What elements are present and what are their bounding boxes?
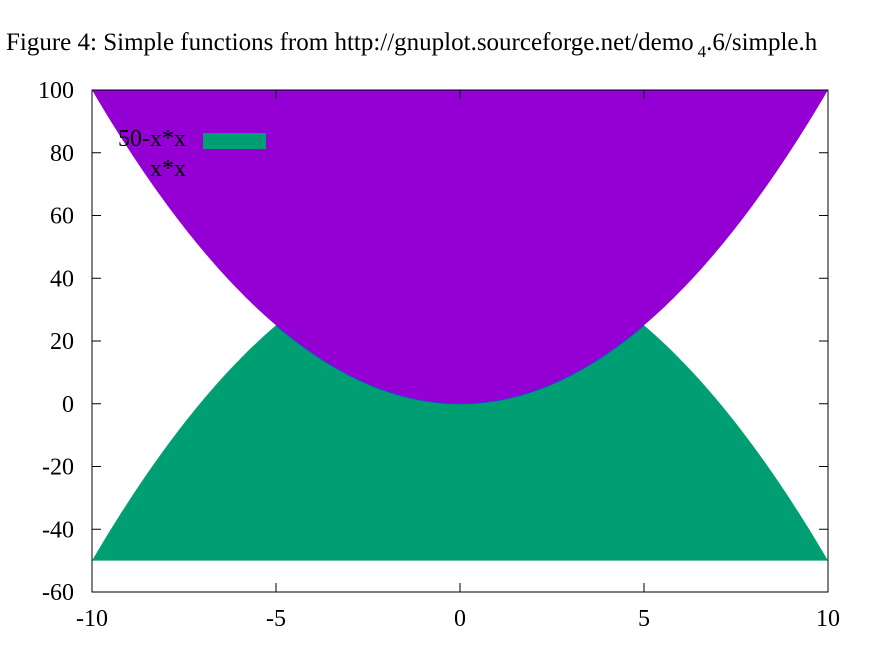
series-area-1: [92, 90, 828, 404]
legend-label: x*x: [150, 156, 186, 182]
series-line-x-squared: [275, 324, 645, 405]
y-tick-label: -60: [42, 580, 74, 606]
y-tick-label: 20: [50, 329, 74, 355]
x-tick-label: 0: [454, 606, 466, 632]
y-tick-label: 40: [50, 266, 74, 292]
y-tick-label: 0: [62, 392, 74, 418]
y-tick-label: 80: [50, 141, 74, 167]
y-tick-label: -40: [42, 517, 74, 543]
chart-title-main: Figure 4: Simple functions from http://g…: [6, 29, 694, 56]
x-tick-label: 10: [816, 606, 840, 632]
legend-label: 50-x*x: [118, 126, 186, 152]
chart-title-subscript: 4: [698, 42, 707, 61]
axes-layer: -10 -5 0 5 10 -60 -40 -20 0 20 40 60 80 100: [38, 78, 840, 632]
chart-title: Figure 4: Simple functions from http://g…: [6, 29, 818, 61]
chart-title-suffix: .6/simple.h: [706, 29, 818, 56]
y-tick-label: 100: [38, 78, 74, 104]
legend: 50-x*x x*x: [118, 126, 266, 182]
legend-swatch: [203, 133, 266, 149]
y-tick-label: 60: [50, 204, 74, 230]
y-tick-label: -20: [42, 455, 74, 481]
series-layer: [92, 90, 828, 561]
x-tick-label: 5: [638, 606, 650, 632]
x-tick-label: -10: [76, 606, 108, 632]
x-tick-label: -5: [266, 606, 286, 632]
